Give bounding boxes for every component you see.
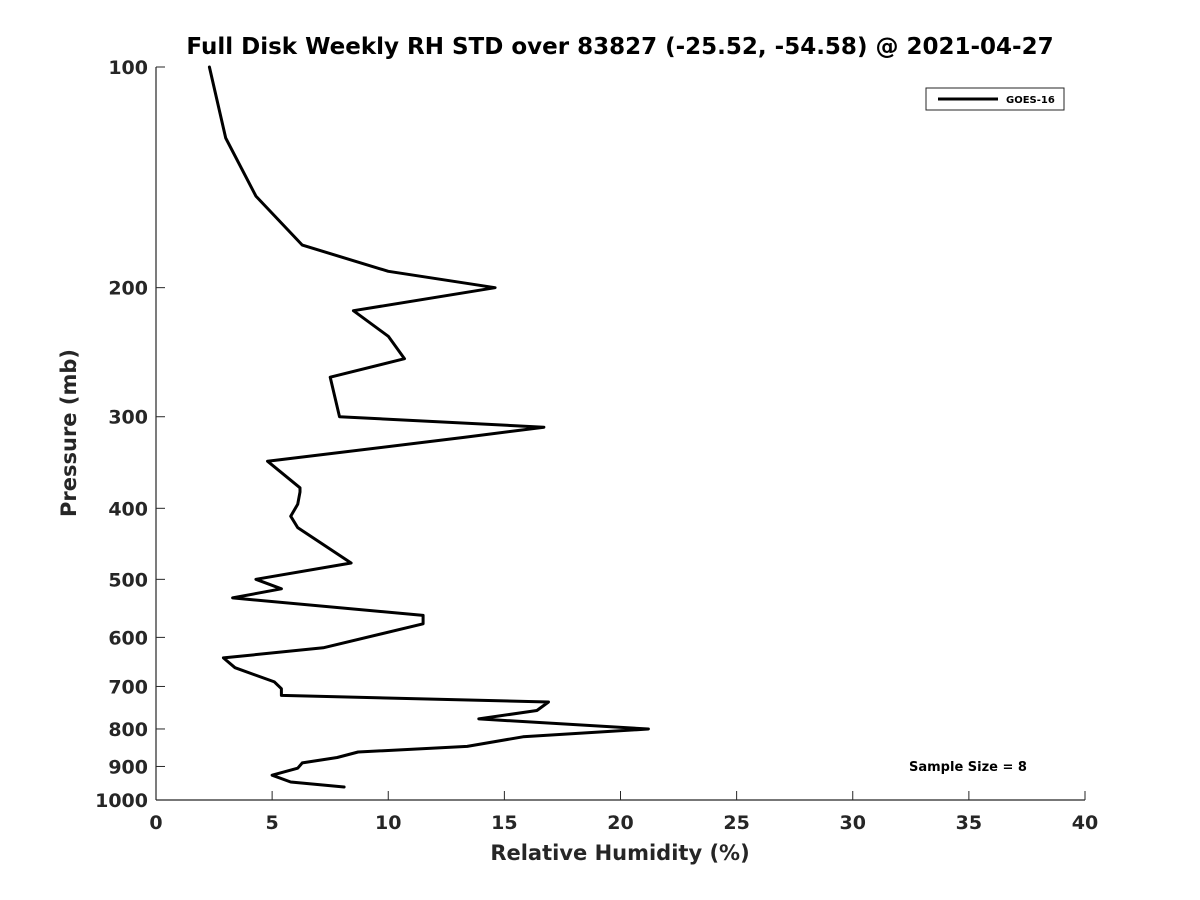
series-line-goes-16	[207, 65, 650, 789]
y-tick-label: 800	[108, 719, 148, 741]
y-tick-group: 100 200 300 400 500 600 700 800 900 1000	[95, 57, 165, 812]
x-tick-label: 20	[607, 812, 633, 834]
chart-title: Full Disk Weekly RH STD over 83827 (-25.…	[186, 34, 1053, 60]
y-tick-label: 400	[108, 498, 148, 520]
x-tick-label: 30	[840, 812, 866, 834]
plot-area	[156, 67, 1085, 800]
x-tick-label: 0	[149, 812, 162, 834]
x-tick-label: 15	[491, 812, 517, 834]
y-axis-label: Pressure (mb)	[57, 349, 81, 517]
y-tick-label: 300	[108, 407, 148, 429]
x-tick-label: 35	[956, 812, 982, 834]
y-tick-label: 100	[108, 57, 148, 79]
legend: GOES-16	[925, 87, 1065, 111]
x-axis-label: Relative Humidity (%)	[490, 841, 749, 865]
x-tick-label: 25	[723, 812, 749, 834]
series-group	[207, 65, 650, 789]
y-tick-label: 500	[108, 569, 148, 591]
x-tick-label: 40	[1072, 812, 1098, 834]
y-tick-label: 700	[108, 676, 148, 698]
y-tick-label: 600	[108, 627, 148, 649]
y-tick-label: 1000	[95, 790, 148, 812]
x-tick-label: 5	[266, 812, 279, 834]
legend-label-goes-16: GOES-16	[1006, 95, 1055, 106]
x-tick-label: 10	[375, 812, 401, 834]
y-tick-label: 200	[108, 278, 148, 300]
sample-size-annotation: Sample Size = 8	[909, 760, 1027, 775]
x-tick-group: 0 5 10 15 20 25 30 35 40	[149, 791, 1098, 834]
y-tick-label: 900	[108, 756, 148, 778]
